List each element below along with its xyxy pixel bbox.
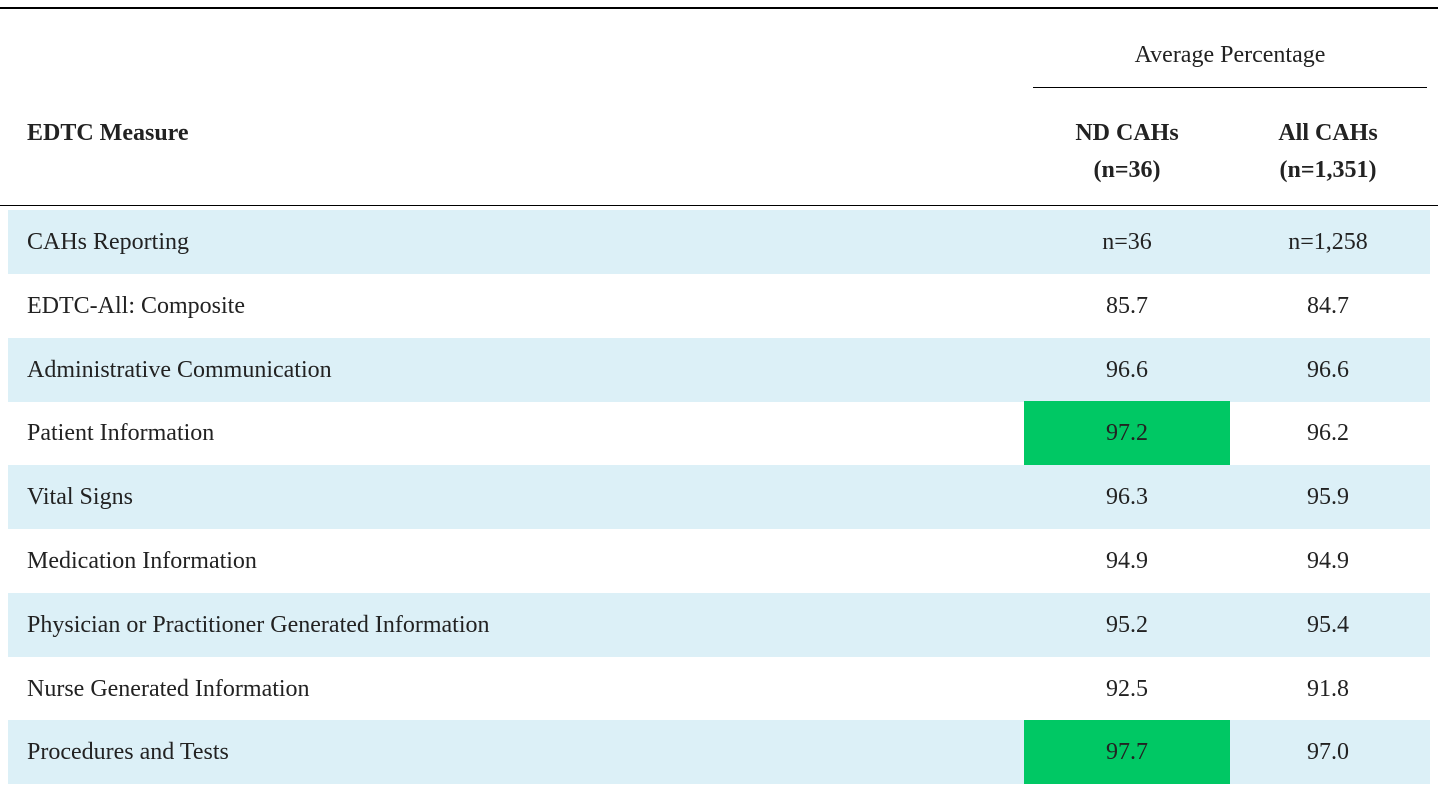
value-cell: 95.4	[1307, 611, 1349, 638]
value-cell: 97.7	[1024, 720, 1230, 785]
table-row: Procedures and Tests 97.7 97.0	[8, 720, 1430, 785]
value-cell: 96.3	[1106, 484, 1148, 511]
table-row: Vital Signs 96.3 95.9	[8, 465, 1430, 530]
measure-cell: Administrative Communication	[27, 356, 332, 383]
measure-cell: EDTC-All: Composite	[27, 292, 245, 319]
value-cell: 94.9	[1106, 548, 1148, 574]
measure-header: EDTC Measure	[27, 120, 189, 146]
value-cell: 95.9	[1307, 484, 1349, 511]
value-cell: 96.6	[1106, 356, 1148, 383]
value-cell: n=36	[1102, 229, 1152, 255]
group-rule	[1033, 87, 1427, 88]
value-cell: 85.7	[1106, 292, 1148, 319]
value-cell: 84.7	[1307, 292, 1349, 319]
value-cell: 95.2	[1106, 611, 1148, 638]
value-cell: 96.6	[1307, 356, 1349, 383]
measure-cell: Physician or Practitioner Generated Info…	[27, 611, 490, 638]
measure-cell: Nurse Generated Information	[27, 675, 310, 702]
value-cell: 92.5	[1106, 675, 1148, 702]
table-row: Physician or Practitioner Generated Info…	[8, 592, 1430, 657]
value-cell: 91.8	[1307, 675, 1349, 702]
value-cell: 94.9	[1307, 548, 1349, 574]
column-header: (n=36)	[1093, 157, 1161, 183]
measure-cell: Vital Signs	[27, 484, 133, 511]
measure-cell: CAHs Reporting	[27, 229, 189, 255]
table-row: CAHs Reporting n=36 n=1,258	[8, 210, 1430, 274]
header-rule	[0, 205, 1438, 206]
measure-cell: Procedures and Tests	[27, 739, 229, 766]
measure-cell: Medication Information	[27, 548, 257, 574]
table-row: EDTC-All: Composite 85.7 84.7	[8, 274, 1430, 338]
top-rule	[0, 7, 1438, 9]
value-cell: 97.0	[1307, 739, 1349, 766]
column-header: ND CAHs	[1075, 120, 1179, 146]
column-header: All CAHs	[1278, 120, 1378, 146]
value-cell: n=1,258	[1288, 229, 1368, 255]
group-header: Average Percentage	[1134, 42, 1326, 68]
table-row: Medication Information 94.9 94.9	[8, 529, 1430, 593]
table-row: Administrative Communication 96.6 96.6	[8, 337, 1430, 402]
table-row: Patient Information 97.2 96.2	[8, 401, 1430, 466]
value-cell: 96.2	[1307, 420, 1349, 447]
value-cell: 97.2	[1024, 401, 1230, 466]
column-header: (n=1,351)	[1279, 157, 1377, 183]
table-row: Nurse Generated Information 92.5 91.8	[8, 657, 1430, 721]
measure-cell: Patient Information	[27, 420, 215, 447]
